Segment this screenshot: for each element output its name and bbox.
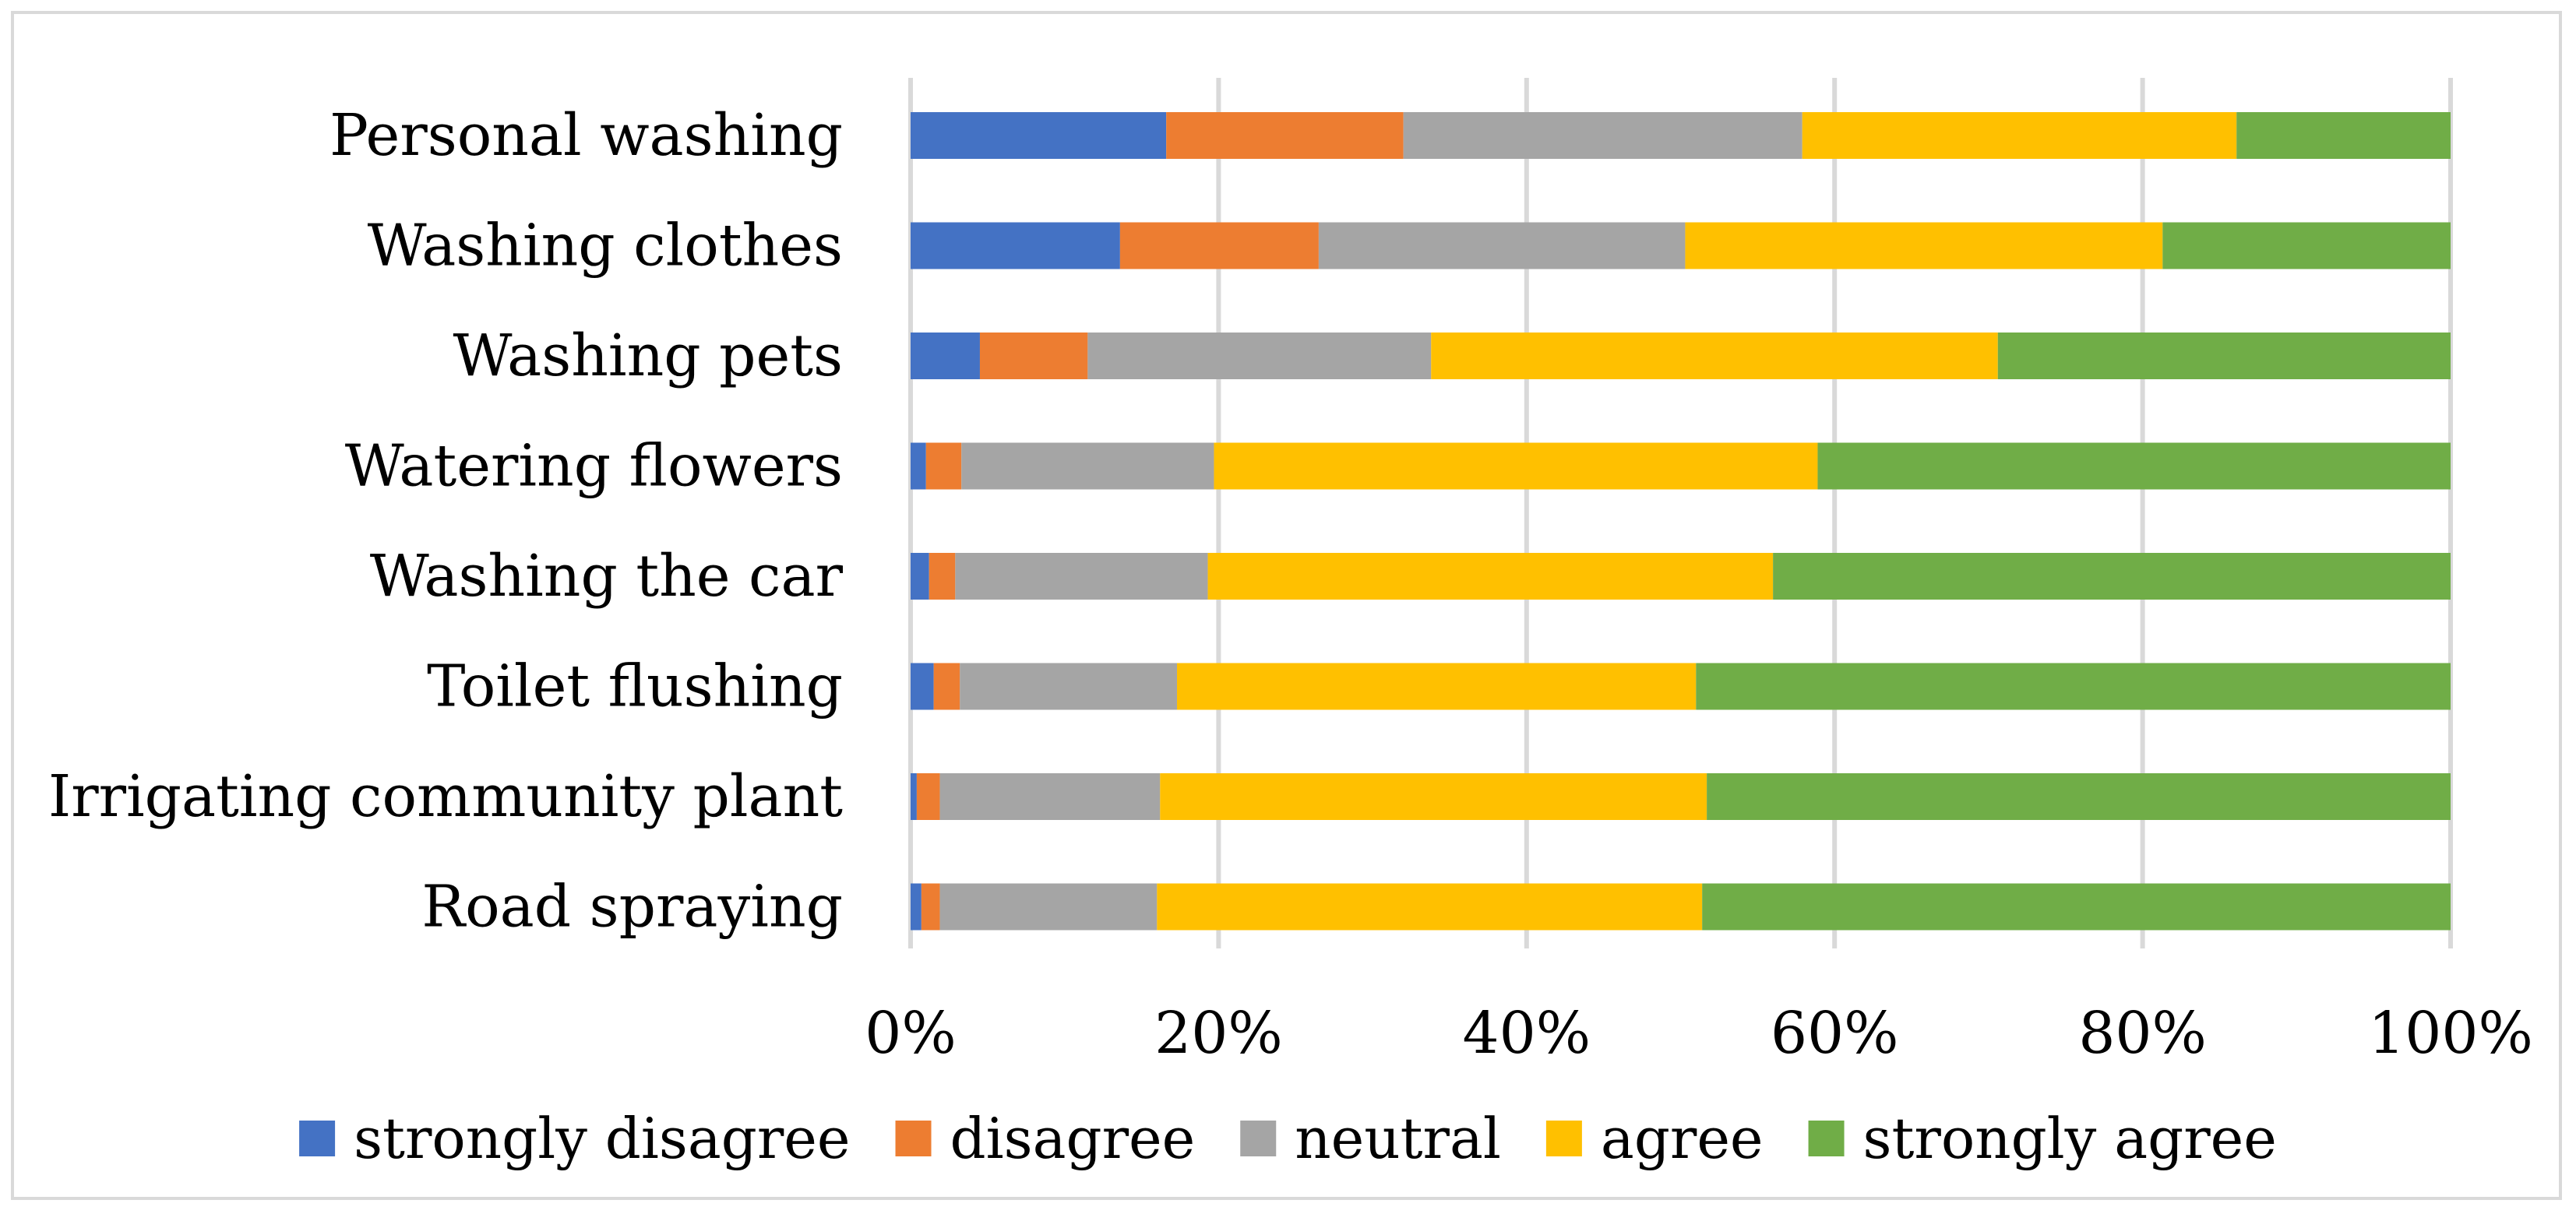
legend-swatch xyxy=(1240,1121,1277,1156)
bar-segment xyxy=(955,553,1208,600)
legend-swatch xyxy=(299,1121,336,1156)
bar-segment xyxy=(1802,112,2237,159)
x-tick-label: 100% xyxy=(2368,1000,2533,1067)
legend-label: strongly agree xyxy=(1863,1106,2277,1171)
bar-segment xyxy=(911,883,922,931)
x-tick-label: 40% xyxy=(1463,1000,1591,1067)
category-label: Washing the car xyxy=(370,543,844,610)
bar-segment xyxy=(911,333,980,379)
bar-segment xyxy=(1773,553,2451,600)
bar-segment xyxy=(2236,112,2451,159)
legend-label: agree xyxy=(1601,1106,1764,1171)
bar-segment xyxy=(911,663,934,710)
bar-segment xyxy=(1157,883,1703,931)
chart-frame xyxy=(11,11,2562,1200)
bar-segment xyxy=(2162,222,2451,269)
bar-segment xyxy=(1318,222,1686,269)
category-label: Irrigating community plant xyxy=(48,763,843,830)
category-labels: Personal washing Washing clothes Washing p… xyxy=(48,102,844,941)
bar-segment xyxy=(929,553,956,600)
legend-label: neutral xyxy=(1295,1106,1501,1171)
bar-segment xyxy=(1119,222,1319,269)
bar-segment xyxy=(933,663,960,710)
legend-item: strongly disagree xyxy=(299,1106,851,1171)
bars xyxy=(911,112,2451,931)
legend-swatch xyxy=(1545,1121,1582,1156)
bar-segment xyxy=(1685,222,2163,269)
legend-label: strongly disagree xyxy=(354,1106,850,1171)
bar-segment xyxy=(911,112,1167,159)
legend-item: disagree xyxy=(895,1106,1196,1171)
bar-segment xyxy=(1087,333,1432,379)
bar-segment xyxy=(1160,773,1707,820)
category-label: Washing pets xyxy=(453,322,843,389)
bar-segment xyxy=(911,222,1120,269)
x-tick-label: 20% xyxy=(1154,1000,1282,1067)
bar-segment xyxy=(979,333,1088,379)
bar-segment xyxy=(911,442,926,490)
bar-segment xyxy=(1431,333,1998,379)
legend-item: neutral xyxy=(1240,1106,1501,1171)
legend-item: strongly agree xyxy=(1808,1106,2277,1171)
category-label: Toilet flushing xyxy=(427,653,843,720)
x-tick-label: 80% xyxy=(2078,1000,2206,1067)
bar-segment xyxy=(911,553,929,600)
bar-segment xyxy=(1696,663,2451,710)
legend-label: disagree xyxy=(950,1106,1196,1171)
bar-segment xyxy=(1997,333,2451,379)
bar-segment xyxy=(960,663,1178,710)
bar-segment xyxy=(1707,773,2451,820)
category-label: Personal washing xyxy=(329,102,843,169)
bar-segment xyxy=(1214,442,1818,490)
bar-segment xyxy=(1177,663,1697,710)
x-tick-label: 60% xyxy=(1771,1000,1898,1067)
bar-segment xyxy=(1403,112,1802,159)
category-label: Road spraying xyxy=(421,874,843,941)
legend-item: agree xyxy=(1545,1106,1764,1171)
bar-segment xyxy=(939,883,1158,931)
category-label: Washing clothes xyxy=(368,213,843,280)
bar-segment xyxy=(961,442,1214,490)
x-tick-label: 0% xyxy=(865,1000,956,1067)
x-tick-labels: 0% 20% 40% 60% 80% 100% xyxy=(865,1000,2532,1067)
bar-segment xyxy=(1207,553,1774,600)
bar-segment xyxy=(925,442,962,490)
bar-segment xyxy=(939,773,1161,820)
category-label: Watering flowers xyxy=(345,433,843,500)
bar-segment xyxy=(1166,112,1404,159)
legend: strongly disagree disagree neutral agree str… xyxy=(299,1106,2277,1171)
legend-swatch xyxy=(895,1121,932,1156)
bar-segment xyxy=(921,883,940,931)
bar-segment xyxy=(916,773,940,820)
bar-segment xyxy=(911,773,917,820)
legend-swatch xyxy=(1808,1121,1845,1156)
bar-segment xyxy=(1702,883,2451,931)
bar-segment xyxy=(1817,442,2451,490)
